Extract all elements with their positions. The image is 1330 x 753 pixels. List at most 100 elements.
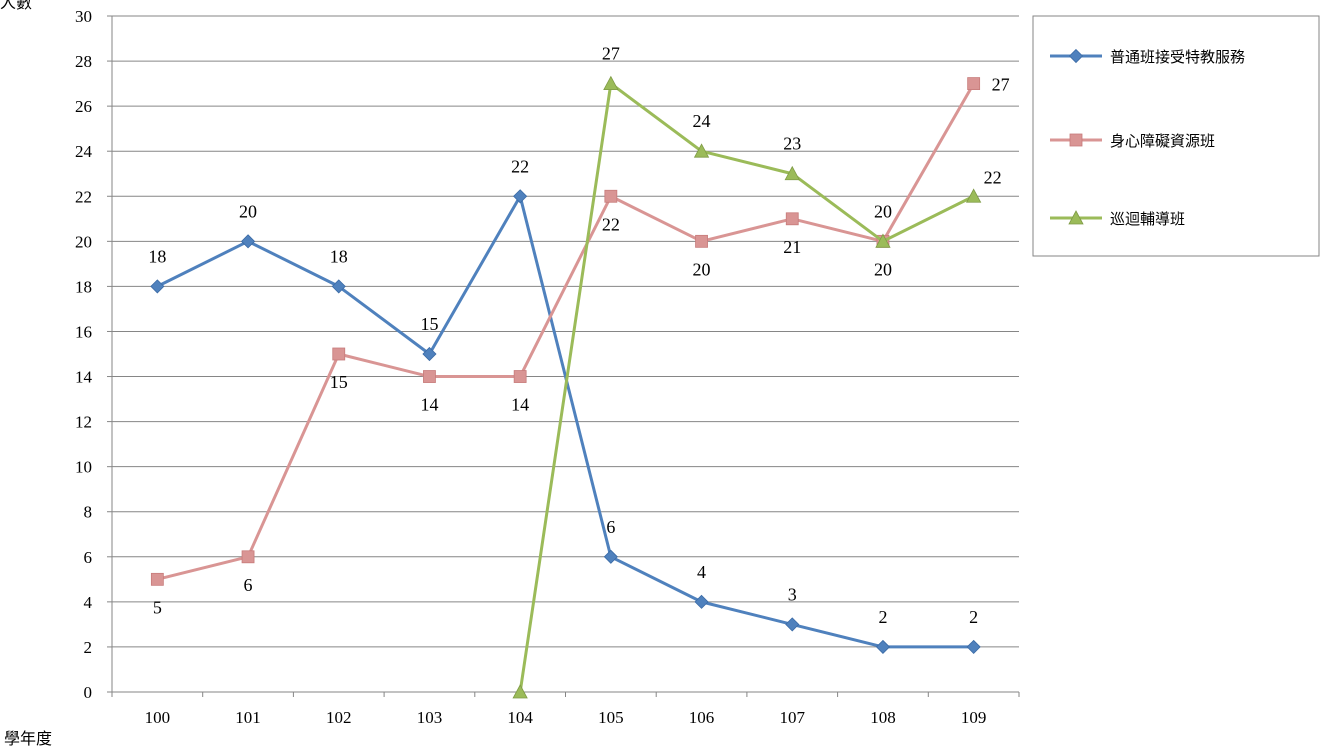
x-tick-label-108: 108: [870, 708, 896, 727]
y-tick-label-4: 4: [84, 593, 93, 612]
data-point-itinerant-class-108: [875, 233, 891, 248]
legend-item-regular-class-service: 普通班接受特教服務: [1050, 48, 1245, 66]
series-regular-class-service: [150, 189, 981, 654]
data-label-resource-class-106: 20: [693, 259, 711, 279]
series-resource-class: [150, 77, 981, 586]
y-tick-label-8: 8: [84, 503, 93, 522]
data-point-itinerant-class-104: [512, 684, 528, 699]
data-point-regular-class-service-106: [694, 594, 709, 609]
data-label-regular-class-service-108: 2: [878, 607, 887, 627]
data-label-itinerant-class-107: 23: [783, 134, 801, 154]
data-point-regular-class-service-107: [785, 617, 800, 632]
data-label-resource-class-104: 14: [511, 395, 529, 415]
x-tick-label-107: 107: [780, 708, 806, 727]
data-label-regular-class-service-101: 20: [239, 201, 257, 221]
series-itinerant-class: [512, 75, 982, 699]
y-tick-label-12: 12: [75, 413, 92, 432]
data-label-resource-class-103: 14: [420, 395, 438, 415]
gridlines: [112, 15, 1019, 648]
data-label-itinerant-class-109: 22: [984, 167, 1002, 187]
data-label-regular-class-service-100: 18: [148, 246, 166, 266]
data-label-regular-class-service-106: 4: [697, 562, 706, 582]
legend-label-regular-class-service: 普通班接受特教服務: [1110, 48, 1245, 66]
x-tick-label-104: 104: [507, 708, 533, 727]
data-point-regular-class-service-100: [150, 279, 165, 294]
data-label-regular-class-service-104: 22: [511, 156, 529, 176]
data-point-resource-class-100: [150, 572, 164, 586]
y-tick-label-18: 18: [75, 277, 92, 296]
x-tick-label-106: 106: [689, 708, 715, 727]
data-label-resource-class-105: 22: [602, 214, 620, 234]
data-point-resource-class-104: [513, 370, 527, 383]
data-point-itinerant-class-105: [603, 75, 619, 90]
y-axis-title: 人數: [0, 0, 32, 12]
y-tick-label-22: 22: [75, 187, 92, 206]
data-label-regular-class-service-109: 2: [969, 607, 978, 627]
data-point-regular-class-service-104: [513, 189, 528, 204]
legend-item-resource-class: 身心障礙資源班: [1050, 132, 1215, 150]
x-tick-label-102: 102: [326, 708, 352, 727]
data-label-itinerant-class-108: 20: [874, 201, 892, 221]
legend-marker-regular-class-service: [1068, 48, 1084, 64]
x-tick-label-103: 103: [417, 708, 443, 727]
y-tick-label-10: 10: [75, 458, 92, 477]
data-point-resource-class-107: [785, 212, 799, 226]
data-label-regular-class-service-103: 15: [420, 314, 438, 334]
series-group: [150, 75, 982, 699]
x-tick-label-105: 105: [598, 708, 624, 727]
data-label-resource-class-100: 5: [153, 597, 162, 617]
data-label-resource-class-101: 6: [244, 575, 253, 595]
data-point-regular-class-service-103: [422, 346, 437, 362]
x-axis-title: 學年度: [4, 729, 52, 748]
data-point-regular-class-service-101: [240, 234, 256, 249]
data-label-resource-class-109: 27: [992, 75, 1010, 95]
data-point-regular-class-service-108: [875, 639, 891, 654]
data-point-resource-class-101: [241, 550, 255, 564]
axes: [107, 15, 1020, 697]
data-label-regular-class-service-105: 6: [606, 517, 615, 537]
legend-marker-itinerant-class: [1068, 210, 1084, 225]
legend-marker-resource-class: [1069, 133, 1083, 147]
x-tick-label-109: 109: [961, 708, 987, 727]
data-label-itinerant-class-106: 24: [693, 111, 711, 131]
y-tick-label-6: 6: [84, 548, 93, 567]
data-label-resource-class-108: 20: [874, 259, 892, 279]
data-label-regular-class-service-102: 18: [330, 246, 348, 266]
data-label-resource-class-102: 15: [330, 372, 348, 392]
data-point-regular-class-service-109: [966, 639, 981, 654]
data-point-resource-class-103: [423, 370, 436, 383]
data-point-resource-class-102: [332, 347, 346, 361]
data-label-regular-class-service-107: 3: [788, 584, 797, 604]
x-tick-label-100: 100: [145, 708, 171, 727]
x-tick-labels: 100 101 102 103 104 105 106 107 108 109: [145, 708, 987, 727]
y-tick-label-30: 30: [75, 7, 92, 26]
legend-label-itinerant-class: 巡迴輔導班: [1110, 210, 1185, 228]
y-tick-label-20: 20: [75, 232, 92, 251]
data-point-resource-class-105: [604, 189, 618, 203]
y-tick-label-0: 0: [84, 683, 93, 702]
legend-item-itinerant-class: 巡迴輔導班: [1050, 210, 1185, 228]
legend-label-resource-class: 身心障礙資源班: [1110, 132, 1215, 150]
data-point-resource-class-109: [967, 77, 981, 90]
data-label-resource-class-107: 21: [783, 237, 801, 257]
y-tick-label-24: 24: [75, 142, 93, 161]
y-tick-label-26: 26: [75, 97, 92, 116]
data-point-regular-class-service-102: [331, 279, 346, 294]
x-tick-label-101: 101: [235, 708, 261, 727]
data-point-itinerant-class-107: [784, 165, 800, 181]
series-line-regular-class-service: [156, 194, 974, 649]
data-point-regular-class-service-105: [603, 549, 618, 564]
series-line-itinerant-class: [518, 82, 975, 693]
data-label-itinerant-class-105: 27: [602, 44, 620, 64]
data-point-itinerant-class-109: [965, 188, 982, 203]
y-tick-label-14: 14: [75, 368, 93, 387]
y-tick-label-2: 2: [84, 638, 93, 657]
y-tick-label-16: 16: [75, 322, 92, 341]
data-point-itinerant-class-106: [693, 143, 710, 158]
series-line-resource-class: [156, 82, 975, 581]
data-point-resource-class-106: [695, 234, 708, 248]
